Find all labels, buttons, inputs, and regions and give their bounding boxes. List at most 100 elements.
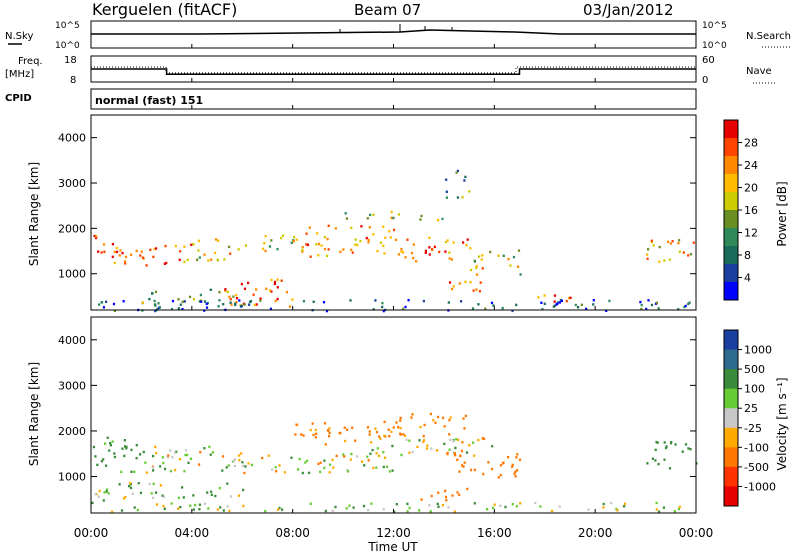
data-cell — [437, 219, 440, 222]
data-cell — [233, 458, 236, 461]
noise-ytick-top: 10^5 — [55, 21, 80, 31]
data-cell — [105, 488, 109, 491]
data-cell — [328, 463, 332, 466]
colorbar-segment — [724, 156, 738, 175]
data-cell — [406, 502, 409, 506]
data-cell — [399, 432, 402, 435]
data-cell — [133, 506, 136, 509]
data-cell — [271, 468, 274, 471]
data-cell — [350, 452, 353, 456]
data-cell — [479, 281, 482, 284]
data-cell — [650, 303, 654, 307]
data-cell — [315, 243, 318, 246]
data-cell — [465, 243, 468, 247]
data-cell — [178, 258, 181, 261]
noise-sky-line — [91, 29, 696, 35]
data-cell — [242, 488, 245, 492]
data-cell — [512, 255, 516, 259]
data-cell — [113, 455, 116, 459]
data-cell — [153, 247, 156, 251]
data-cell — [171, 456, 174, 459]
colorbar-frame — [723, 329, 739, 507]
data-cell — [235, 293, 238, 297]
data-cell — [152, 469, 155, 472]
data-cell — [395, 421, 398, 424]
data-cell — [155, 503, 158, 506]
data-cell — [442, 416, 445, 420]
data-cell — [681, 450, 684, 453]
data-cell — [124, 495, 127, 499]
noise-sky-label: N.Sky — [5, 31, 33, 42]
data-cell — [207, 507, 210, 510]
data-cell — [192, 298, 195, 301]
data-cell — [663, 259, 666, 262]
data-cell — [140, 250, 143, 253]
data-cell — [369, 452, 372, 455]
data-cell — [558, 301, 562, 304]
data-cell — [468, 190, 471, 193]
data-cell — [683, 305, 686, 309]
data-cell — [334, 227, 337, 230]
data-cell — [461, 196, 464, 199]
data-cell — [298, 457, 301, 461]
data-cell — [444, 489, 447, 493]
data-cell — [129, 486, 133, 490]
data-cell — [209, 453, 212, 456]
data-cell — [352, 506, 355, 509]
data-cell — [517, 265, 520, 268]
data-cell — [388, 435, 391, 438]
data-cell — [483, 437, 486, 441]
data-cell — [125, 445, 128, 449]
data-cell — [276, 248, 279, 251]
data-cell — [148, 482, 151, 486]
data-cell — [463, 461, 466, 464]
colorbar-segment — [724, 192, 738, 211]
data-cell — [362, 504, 366, 508]
data-cell — [174, 244, 177, 248]
power-ylabel: Slant Range [km] — [27, 162, 41, 266]
data-cell — [154, 304, 157, 307]
data-cell — [384, 236, 387, 239]
data-cell — [610, 501, 613, 505]
data-cell — [328, 427, 331, 430]
data-cell — [225, 466, 228, 469]
data-cell — [511, 503, 514, 506]
data-cell — [444, 250, 447, 253]
data-cell — [98, 489, 101, 493]
data-cell — [408, 439, 411, 442]
data-cell — [216, 508, 219, 511]
data-cell — [237, 494, 241, 497]
data-cell — [456, 458, 459, 461]
data-cell — [455, 171, 458, 174]
data-cell — [448, 257, 451, 260]
data-cell — [472, 441, 475, 444]
data-cell — [677, 242, 680, 245]
data-cell — [473, 454, 476, 457]
data-cell — [133, 470, 136, 473]
data-cell — [280, 279, 283, 282]
data-cell — [519, 273, 522, 276]
data-cell — [309, 428, 312, 432]
data-cell — [327, 248, 330, 251]
data-cell — [640, 307, 643, 311]
data-cell — [345, 507, 348, 510]
data-cell — [466, 238, 469, 241]
data-cell — [447, 506, 450, 509]
data-cell — [301, 471, 304, 475]
data-cell — [109, 444, 112, 447]
colorbar-segment — [724, 349, 738, 370]
data-cell — [507, 456, 510, 459]
data-cell — [354, 238, 357, 241]
data-cell — [655, 301, 658, 305]
data-cell — [537, 296, 540, 299]
data-cell — [102, 306, 105, 309]
data-cell — [328, 471, 331, 474]
data-cell — [177, 496, 181, 500]
data-cell — [145, 471, 148, 474]
data-cell — [492, 304, 495, 307]
data-cell — [104, 442, 107, 445]
data-cell — [669, 242, 672, 245]
data-cell — [170, 307, 174, 311]
data-cell — [466, 487, 469, 491]
data-cell — [211, 451, 215, 454]
